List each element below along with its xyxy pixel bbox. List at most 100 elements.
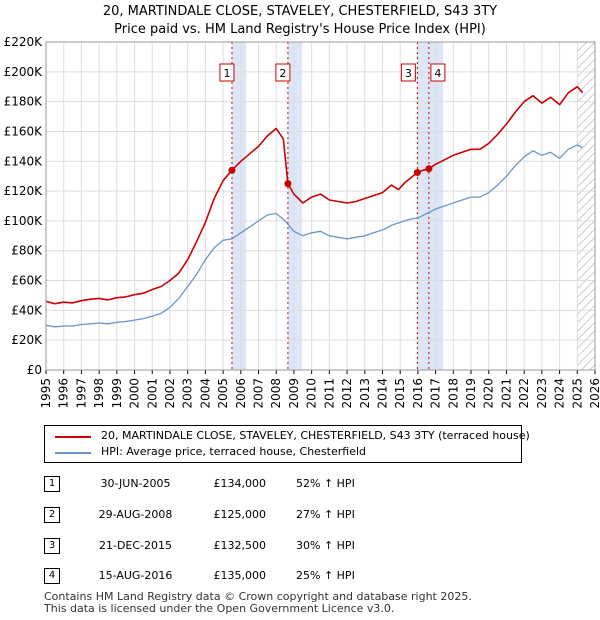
y-tick-label: £60K bbox=[11, 274, 43, 288]
x-tick-label: 2011 bbox=[322, 378, 336, 409]
sale-label-text: 2 bbox=[279, 67, 286, 80]
y-tick-label: £40K bbox=[11, 303, 43, 317]
sale-delta-3: 30% ↑ HPI bbox=[296, 539, 355, 552]
sale-badge-2: 2 bbox=[44, 507, 60, 523]
x-tick-label: 1999 bbox=[110, 378, 124, 409]
sale-date-4: 15-AUG-2016 bbox=[98, 569, 173, 582]
sale-delta-2: 27% ↑ HPI bbox=[296, 508, 355, 521]
legend-swatch-hpi bbox=[55, 452, 91, 454]
footer-copyright: Contains HM Land Registry data © Crown c… bbox=[44, 590, 472, 603]
y-tick-label: £100K bbox=[4, 214, 44, 228]
y-tick-label: £120K bbox=[4, 184, 44, 198]
sale-row-3: 3 21-DEC-2015 £132,500 30% ↑ HPI bbox=[0, 538, 600, 556]
x-tick-label: 2003 bbox=[181, 378, 195, 409]
x-tick-label: 2008 bbox=[269, 378, 283, 409]
x-tick-label: 2026 bbox=[588, 378, 600, 409]
y-tick-label: £160K bbox=[4, 124, 44, 138]
sale-label-box bbox=[275, 63, 291, 82]
y-tick-label: £140K bbox=[4, 154, 44, 168]
sale-marker-3 bbox=[413, 168, 421, 176]
x-tick-label: 2015 bbox=[393, 378, 407, 409]
sale-date-1: 30-JUN-2005 bbox=[100, 477, 171, 490]
x-tick-label: 2014 bbox=[375, 378, 389, 409]
sale-badge-4: 4 bbox=[44, 568, 60, 584]
sale-band-3 bbox=[417, 42, 432, 370]
chart-legend: 20, MARTINDALE CLOSE, STAVELEY, CHESTERF… bbox=[44, 425, 530, 463]
x-tick-label: 1997 bbox=[74, 378, 88, 409]
x-tick-label: 2002 bbox=[163, 378, 177, 409]
legend-swatch-property bbox=[55, 436, 91, 438]
sale-date-2: 29-AUG-2008 bbox=[98, 508, 173, 521]
x-tick-label: 2025 bbox=[570, 378, 584, 409]
plot-area bbox=[46, 42, 595, 370]
x-tick-label: 2005 bbox=[216, 378, 230, 409]
x-tick-label: 2023 bbox=[535, 378, 549, 409]
y-tick-label: £80K bbox=[11, 244, 43, 258]
sale-label-box bbox=[430, 63, 446, 82]
legend-item-property: 20, MARTINDALE CLOSE, STAVELEY, CHESTERF… bbox=[45, 428, 530, 444]
sale-label-text: 3 bbox=[405, 67, 412, 80]
x-tick-label: 2022 bbox=[517, 378, 531, 409]
footer-licence: This data is licensed under the Open Gov… bbox=[44, 602, 395, 615]
sale-label-text: 1 bbox=[223, 67, 230, 80]
y-tick-label: £200K bbox=[4, 65, 44, 79]
x-tick-label: 2024 bbox=[553, 378, 567, 409]
sale-label-3: 3 bbox=[400, 63, 416, 82]
sale-marker-2 bbox=[284, 180, 292, 188]
x-tick-label: 2006 bbox=[234, 378, 248, 409]
y-tick-label: £220K bbox=[4, 35, 44, 49]
x-tick-label: 2001 bbox=[145, 378, 159, 409]
y-tick-label: £20K bbox=[11, 333, 43, 347]
forecast-area bbox=[577, 42, 595, 370]
y-tick-label: £180K bbox=[4, 95, 44, 109]
sale-label-text: 4 bbox=[434, 67, 441, 80]
sale-label-4: 4 bbox=[430, 63, 446, 82]
chart-subtitle: Price paid vs. HM Land Registry's House … bbox=[114, 22, 486, 37]
x-tick-label: 2004 bbox=[198, 378, 212, 409]
sale-price-3: £132,500 bbox=[213, 539, 267, 552]
sale-price-4: £135,000 bbox=[213, 569, 267, 582]
x-tick-label: 2021 bbox=[499, 378, 513, 409]
x-tick-label: 2007 bbox=[252, 378, 266, 409]
x-tick-label: 1996 bbox=[57, 378, 71, 409]
x-tick-label: 2013 bbox=[358, 378, 372, 409]
chart-title: 20, MARTINDALE CLOSE, STAVELEY, CHESTERF… bbox=[102, 4, 498, 19]
sale-row-2: 2 29-AUG-2008 £125,000 27% ↑ HPI bbox=[0, 507, 600, 525]
x-tick-label: 2017 bbox=[429, 378, 443, 409]
sale-row-4: 4 15-AUG-2016 £135,000 25% ↑ HPI bbox=[0, 568, 600, 586]
legend-item-hpi: HPI: Average price, terraced house, Ches… bbox=[45, 444, 515, 460]
legend-label-hpi: HPI: Average price, terraced house, Ches… bbox=[101, 445, 367, 458]
legend-label-property: 20, MARTINDALE CLOSE, STAVELEY, CHESTERF… bbox=[101, 429, 530, 442]
sale-badge-3: 3 bbox=[44, 538, 60, 554]
sale-label-1: 1 bbox=[219, 63, 235, 82]
sale-price-2: £125,000 bbox=[213, 508, 267, 521]
sale-badge-1: 1 bbox=[44, 476, 60, 492]
y-tick-label: £0 bbox=[27, 363, 42, 377]
sale-label-2: 2 bbox=[275, 63, 291, 82]
x-tick-label: 2000 bbox=[128, 378, 142, 409]
sale-row-1: 1 30-JUN-2005 £134,000 52% ↑ HPI bbox=[0, 476, 600, 494]
x-tick-label: 2012 bbox=[340, 378, 354, 409]
x-tick-label: 2009 bbox=[287, 378, 301, 409]
sale-delta-4: 25% ↑ HPI bbox=[296, 569, 355, 582]
sale-delta-1: 52% ↑ HPI bbox=[296, 477, 355, 490]
sale-date-3: 21-DEC-2015 bbox=[98, 539, 173, 552]
sale-label-box bbox=[219, 63, 235, 82]
sale-marker-1 bbox=[228, 166, 236, 174]
x-tick-label: 2018 bbox=[446, 378, 460, 409]
price-chart: £0 £20K £40K £60K £80K £100K £120K £140K £160K £1… bbox=[4, 35, 600, 409]
x-tick-label: 1998 bbox=[92, 378, 106, 409]
sale-band-2 bbox=[287, 42, 303, 370]
x-tick-label: 2010 bbox=[305, 378, 319, 409]
sale-price-1: £134,000 bbox=[213, 477, 267, 490]
hpi-series-line bbox=[45, 144, 583, 328]
x-tick-label: 2016 bbox=[411, 378, 425, 409]
x-tick-label: 1995 bbox=[39, 378, 53, 409]
sale-band-1 bbox=[231, 42, 247, 370]
sale-label-box bbox=[400, 63, 416, 82]
sale-marker-4 bbox=[425, 165, 433, 173]
property-series-line bbox=[45, 85, 584, 305]
x-tick-label: 2020 bbox=[482, 378, 496, 409]
x-tick-label: 2019 bbox=[464, 378, 478, 409]
plot-frame bbox=[45, 41, 596, 371]
